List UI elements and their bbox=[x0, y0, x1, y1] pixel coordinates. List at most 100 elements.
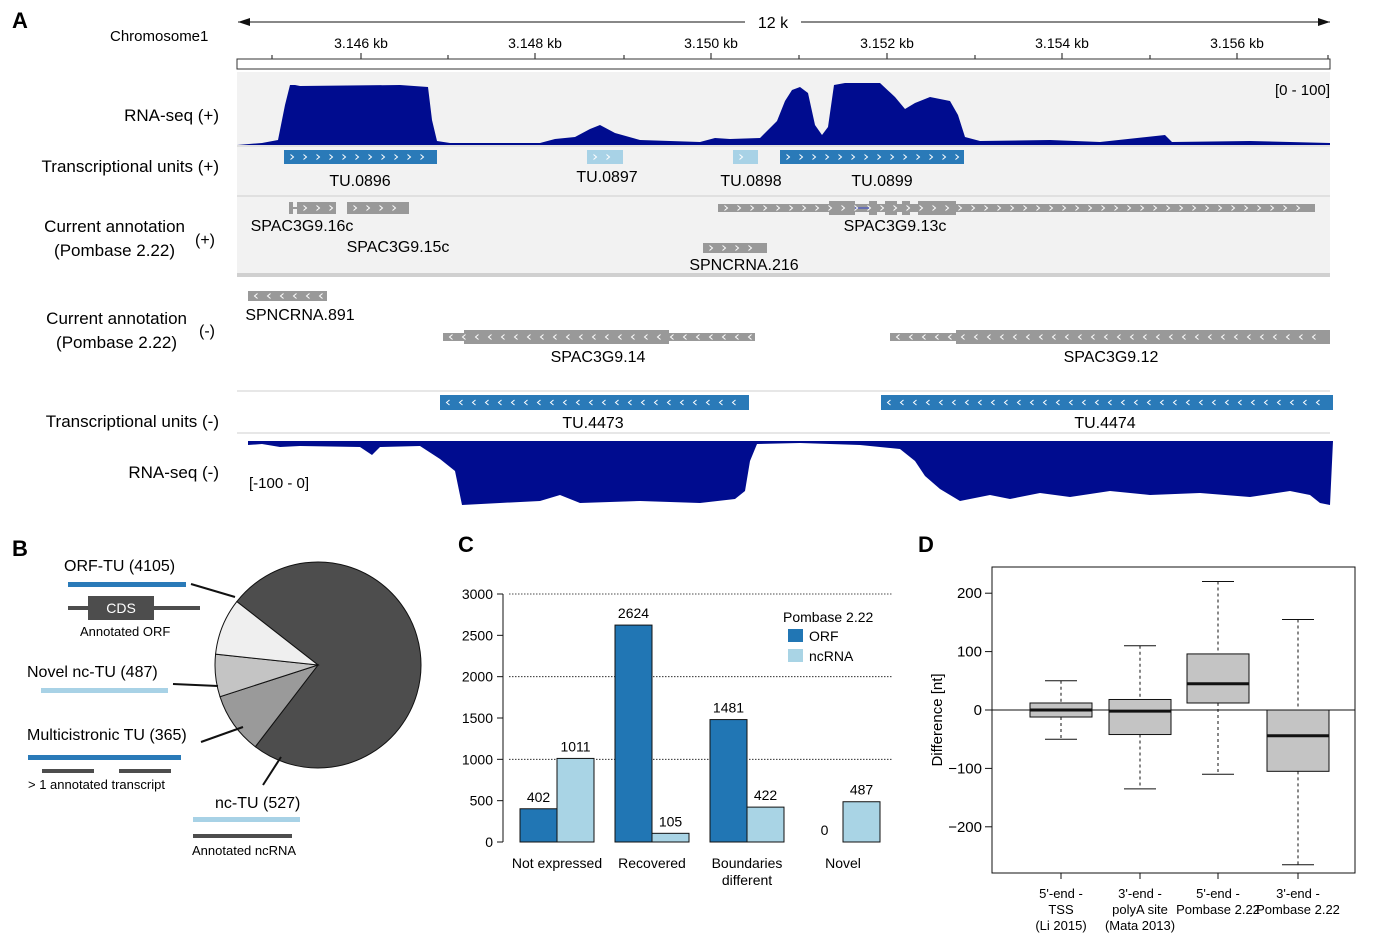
strand-chevron-icon bbox=[1101, 205, 1106, 211]
annotated-orf-label: Annotated ORF bbox=[80, 624, 170, 639]
pie-slice-novel-nc-tu bbox=[215, 600, 320, 666]
multicistronic-tu-bar bbox=[28, 755, 181, 760]
strand-chevron-icon bbox=[1133, 399, 1138, 406]
strand-chevron-icon bbox=[355, 154, 360, 160]
ruler-tick-label: 3.154 kb bbox=[1035, 35, 1089, 51]
strand-chevron-icon bbox=[1272, 334, 1277, 340]
strand-chevron-icon bbox=[1181, 334, 1186, 340]
strand-chevron-icon bbox=[977, 399, 982, 406]
strand-chevron-icon bbox=[617, 334, 622, 340]
strand-chevron-icon bbox=[1036, 205, 1041, 211]
nc-tu-bar bbox=[193, 817, 300, 822]
strand-chevron-icon bbox=[1276, 399, 1281, 406]
ruler-ticks: 3.146 kb 3.148 kb 3.150 kb 3.152 kb 3.154 kb… bbox=[271, 35, 1329, 59]
strand-chevron-icon bbox=[709, 245, 714, 251]
spac3g9-13c-feature bbox=[718, 201, 1315, 215]
box-x-labels: 5'-end -TSS(Li 2015)3'-end -polyA site(M… bbox=[1035, 886, 1340, 933]
strand-chevron-icon bbox=[497, 399, 502, 406]
strand-chevron-icon bbox=[1250, 399, 1255, 406]
box-iqr bbox=[1266, 709, 1330, 772]
strand-chevron-icon bbox=[1140, 205, 1145, 211]
strand-chevron-icon bbox=[1088, 205, 1093, 211]
strand-chevron-icon bbox=[643, 334, 648, 340]
multicistronic-gene-2 bbox=[119, 769, 171, 773]
strand-chevron-icon bbox=[990, 399, 995, 406]
box-category-label: 3'-end - bbox=[1276, 886, 1320, 901]
strand-chevron-icon bbox=[679, 399, 684, 406]
strand-chevron-icon bbox=[997, 205, 1002, 211]
strand-chevron-icon bbox=[575, 399, 580, 406]
bar-value-label: 0 bbox=[821, 822, 829, 838]
box-y-tick-label: 100 bbox=[957, 644, 982, 661]
bar-ncrna-1 bbox=[651, 832, 690, 843]
strand-chevron-icon bbox=[947, 334, 952, 340]
track-label-tu-plus: Transcriptional units (+) bbox=[42, 157, 219, 176]
strand-chevron-icon bbox=[292, 293, 297, 299]
pie-chart bbox=[214, 561, 422, 769]
strand-chevron-icon bbox=[1194, 334, 1199, 340]
strand-chevron-icon bbox=[1025, 334, 1030, 340]
strand-chevron-icon bbox=[1090, 334, 1095, 340]
novel-nc-tu-bar bbox=[41, 688, 168, 693]
strand-chevron-icon bbox=[627, 399, 632, 406]
strand-chevron-icon bbox=[893, 205, 898, 211]
bar-category-label: Not expressed bbox=[512, 855, 602, 871]
strand-chevron-icon bbox=[266, 293, 271, 299]
tu-0897-feature bbox=[587, 150, 623, 164]
bar-y-tick-label: 0 bbox=[485, 834, 493, 850]
box-category-label: 3'-end - bbox=[1118, 886, 1162, 901]
strand-chevron-icon bbox=[578, 334, 583, 340]
box-category-label: (Mata 2013) bbox=[1105, 918, 1175, 933]
strand-chevron-icon bbox=[1244, 205, 1249, 211]
strand-chevron-icon bbox=[1283, 205, 1288, 211]
strand-chevron-icon bbox=[919, 205, 924, 211]
strand-chevron-icon bbox=[724, 205, 729, 211]
strand-chevron-icon bbox=[606, 154, 611, 160]
strand-chevron-icon bbox=[908, 334, 913, 340]
bar-legend-ncrna: ncRNA bbox=[809, 648, 854, 664]
strand-chevron-icon bbox=[731, 399, 736, 406]
strand-chevron-icon bbox=[1263, 399, 1268, 406]
box-category-label: Pombase 2.22 bbox=[1176, 902, 1260, 917]
strand-chevron-icon bbox=[786, 154, 791, 160]
tu-4474-feature bbox=[881, 395, 1333, 410]
orf-tu-leader bbox=[190, 583, 236, 598]
cds-box bbox=[88, 596, 154, 620]
box-plot-frame bbox=[991, 566, 1356, 874]
strand-chevron-icon bbox=[721, 334, 726, 340]
strand-chevron-icon bbox=[1231, 205, 1236, 211]
bar-ncrna-2 bbox=[746, 806, 785, 843]
spac3g9-13c-label: SPAC3G9.13c bbox=[844, 218, 947, 235]
strand-chevron-icon bbox=[1218, 205, 1223, 211]
strand-chevron-icon bbox=[1159, 399, 1164, 406]
strand-chevron-icon bbox=[279, 293, 284, 299]
strand-chevron-icon bbox=[932, 205, 937, 211]
strand-chevron-icon bbox=[925, 399, 930, 406]
strand-chevron-icon bbox=[921, 334, 926, 340]
strand-chevron-icon bbox=[1120, 399, 1125, 406]
strand-chevron-icon bbox=[591, 334, 596, 340]
bar-x-labels: Not expressed Recovered Boundariesdifferen… bbox=[512, 855, 861, 888]
strand-chevron-icon bbox=[877, 154, 882, 160]
multicistronic-leader bbox=[200, 726, 244, 743]
bar-chart-panel: 0 500 1000 1500 2000 2500 3000 402 2624 1481 0 101… bbox=[462, 586, 892, 888]
novel-nc-tu-leader bbox=[172, 683, 219, 687]
panel-label-c: C bbox=[458, 532, 474, 557]
strand-chevron-icon bbox=[763, 205, 768, 211]
strand-chevron-icon bbox=[916, 154, 921, 160]
strand-chevron-icon bbox=[552, 334, 557, 340]
strand-chevron-icon bbox=[1003, 399, 1008, 406]
spac3g9-16c-feature bbox=[289, 202, 336, 214]
strand-chevron-icon bbox=[526, 334, 531, 340]
bar-legend-ncrna-swatch bbox=[788, 649, 803, 662]
strand-chevron-icon bbox=[1016, 399, 1021, 406]
strand-chevron-icon bbox=[895, 334, 900, 340]
strand-chevron-icon bbox=[739, 154, 744, 160]
tu-4473-label: TU.4473 bbox=[562, 415, 623, 432]
multicistronic-tu-label: Multicistronic TU (365) bbox=[27, 727, 187, 744]
bar-value-label: 105 bbox=[659, 813, 683, 829]
strand-chevron-icon bbox=[1296, 205, 1301, 211]
strand-chevron-icon bbox=[708, 334, 713, 340]
strand-chevron-icon bbox=[1107, 399, 1112, 406]
ruler-tick-label: 3.150 kb bbox=[684, 35, 738, 51]
